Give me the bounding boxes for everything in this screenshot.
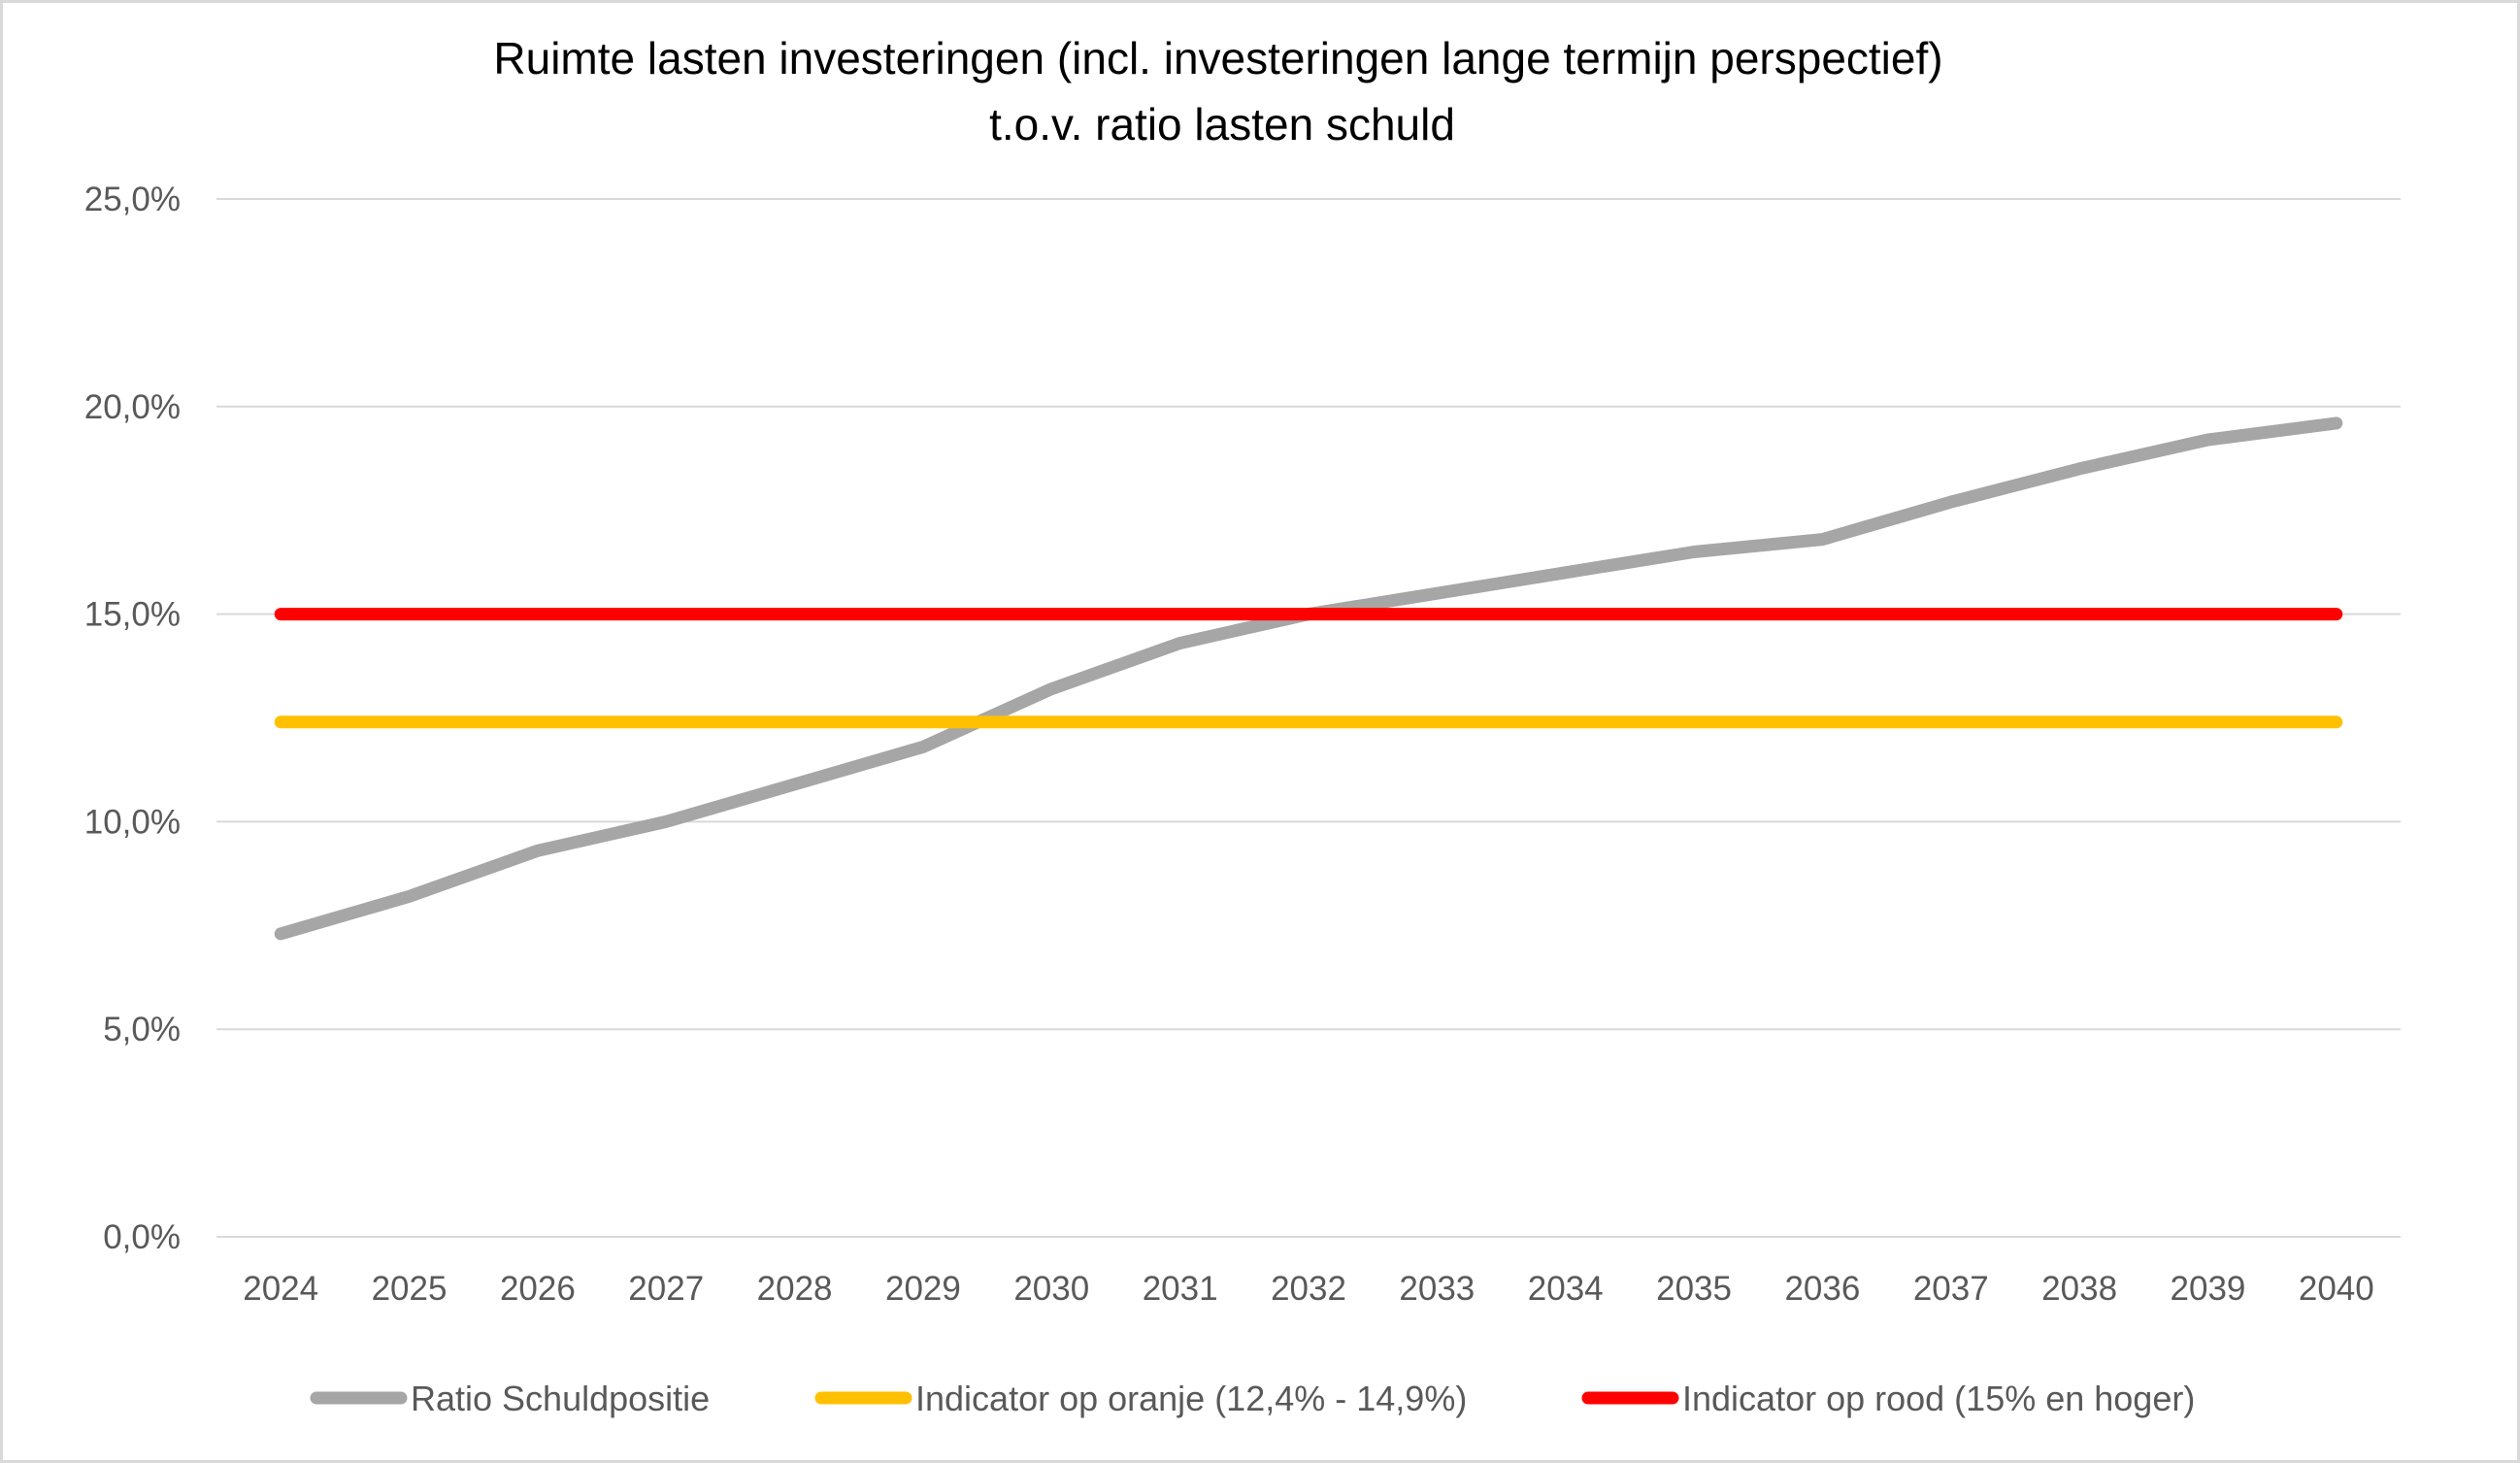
x-tick-label: 2029 [885, 1270, 961, 1308]
y-tick-label: 20,0% [84, 388, 181, 426]
x-tick-label: 2031 [1143, 1270, 1218, 1308]
y-tick-label: 5,0% [103, 1011, 181, 1048]
x-tick-label: 2024 [243, 1270, 318, 1308]
legend: Ratio Schuldpositie Indicator op oranje (… [310, 1379, 2195, 1418]
y-tick-label: 10,0% [84, 803, 181, 841]
y-tick-label: 15,0% [84, 596, 181, 634]
x-tick-label: 2036 [1784, 1270, 1860, 1308]
x-tick-label: 2027 [628, 1270, 704, 1308]
x-tick-label: 2026 [500, 1270, 576, 1308]
y-tick-label: 25,0% [84, 181, 181, 218]
x-tick-label: 2025 [372, 1270, 448, 1308]
series-lines [274, 416, 2343, 941]
chart-subtitle: t.o.v. ratio lasten schuld [989, 99, 1455, 150]
chart-title: Ruimte lasten investeringen (incl. inves… [493, 33, 1942, 83]
legend-label-1: Indicator op oranje (12,4% - 14,9%) [915, 1379, 1467, 1418]
x-tick-label: 2040 [2299, 1270, 2374, 1308]
x-tick-label: 2037 [1913, 1270, 1989, 1308]
x-tick-label: 2033 [1399, 1270, 1475, 1308]
legend-label-0: Ratio Schuldpositie [411, 1379, 710, 1418]
x-axis-tick-labels: 2024 2025 2026 2027 2028 2029 2030 2031 2032 2033… [243, 1270, 2374, 1308]
x-tick-label: 2035 [1656, 1270, 1732, 1308]
series-line-0 [274, 416, 2343, 941]
y-tick-label: 0,0% [103, 1218, 181, 1256]
line-chart: Ruimte lasten investeringen (incl. inves… [84, 33, 2401, 1418]
x-tick-label: 2032 [1271, 1270, 1346, 1308]
y-axis-tick-labels: 0,0% 5,0% 10,0% 15,0% 20,0% 25,0% [84, 181, 181, 1256]
x-tick-label: 2034 [1528, 1270, 1604, 1308]
legend-label-2: Indicator op rood (15% en hoger) [1682, 1379, 2195, 1418]
x-tick-label: 2030 [1013, 1270, 1089, 1308]
x-tick-label: 2039 [2171, 1270, 2246, 1308]
x-tick-label: 2028 [757, 1270, 833, 1308]
x-tick-label: 2038 [2041, 1270, 2117, 1308]
